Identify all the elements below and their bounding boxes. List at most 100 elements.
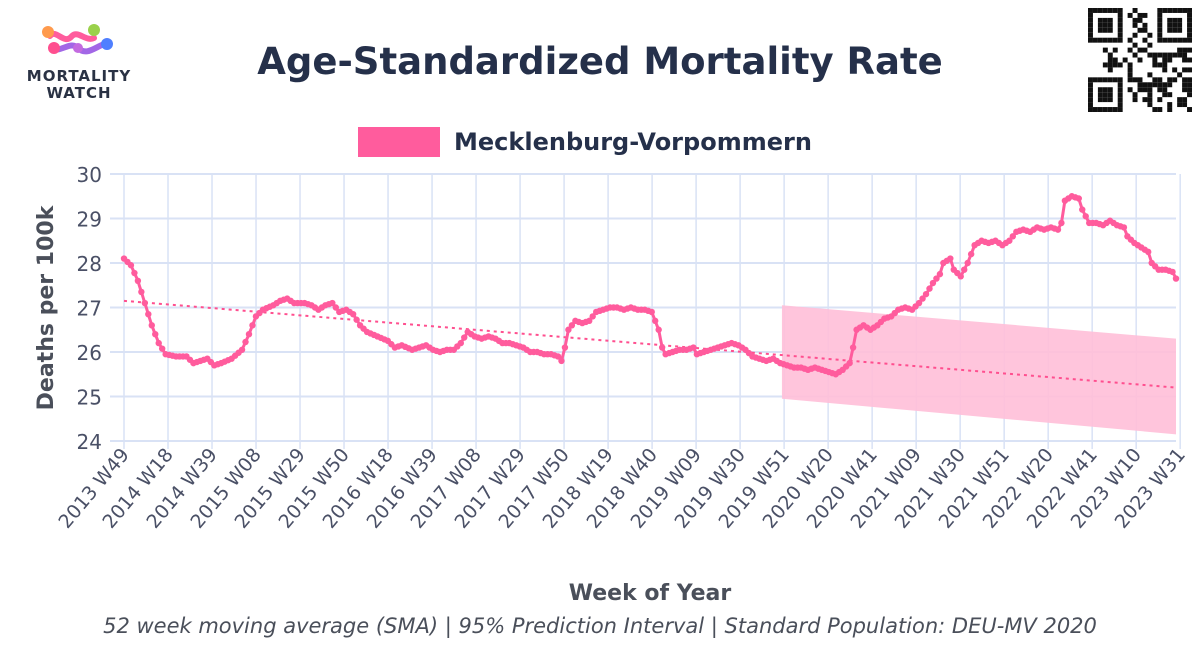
qr-cell xyxy=(1107,87,1113,93)
qr-cell xyxy=(1182,82,1188,88)
qr-cell xyxy=(1182,97,1188,103)
data-point xyxy=(141,299,149,307)
data-point xyxy=(915,299,923,307)
qr-cell xyxy=(1182,57,1188,63)
qr-cell xyxy=(1107,57,1113,63)
qr-cell xyxy=(1187,87,1192,93)
prediction-interval-area xyxy=(781,305,1176,435)
qr-cell xyxy=(1107,27,1113,33)
qr-cell xyxy=(1112,37,1118,43)
data-point xyxy=(558,357,565,365)
qr-cell xyxy=(1102,22,1108,28)
qr-cell xyxy=(1167,37,1173,43)
qr-cell xyxy=(1187,27,1192,33)
qr-cell xyxy=(1167,82,1173,88)
qr-cell xyxy=(1142,12,1148,18)
qr-cell xyxy=(1187,107,1192,112)
data-point xyxy=(961,266,968,273)
qr-cell xyxy=(1187,22,1192,28)
qr-cell xyxy=(1147,87,1153,93)
data-point xyxy=(586,317,593,325)
qr-cell xyxy=(1088,102,1093,108)
qr-cell xyxy=(1097,92,1103,98)
qr-cell xyxy=(1137,17,1143,23)
qr-cell xyxy=(1172,17,1178,23)
qr-cell xyxy=(1112,77,1118,83)
y-tick-label: 27 xyxy=(77,297,102,321)
qr-cell xyxy=(1162,37,1168,43)
qr-cell xyxy=(1107,92,1113,98)
qr-cell xyxy=(1102,27,1108,33)
qr-cell xyxy=(1142,87,1148,93)
y-tick-labels: 24 25 26 27 28 29 30 xyxy=(77,163,102,454)
qr-cell xyxy=(1097,97,1103,103)
qr-cell xyxy=(1097,107,1103,112)
data-point xyxy=(947,255,954,262)
data-point xyxy=(134,277,142,284)
qr-cell xyxy=(1132,8,1138,13)
data-point xyxy=(922,290,930,298)
qr-cell xyxy=(1107,37,1113,43)
data-point xyxy=(457,339,464,347)
qr-cell xyxy=(1167,107,1173,112)
qr-cell xyxy=(1117,37,1123,43)
qr-cell xyxy=(1137,87,1143,93)
qr-cell xyxy=(1132,52,1138,58)
qr-cell xyxy=(1107,52,1113,58)
qr-cell xyxy=(1157,12,1163,18)
qr-cell xyxy=(1147,82,1153,88)
qr-cell xyxy=(1142,47,1148,53)
legend-label: Mecklenburg-Vorpommern xyxy=(454,128,812,156)
data-point xyxy=(249,322,256,329)
qr-cell xyxy=(1102,92,1108,98)
qr-cell xyxy=(1097,22,1103,28)
qr-cell xyxy=(1127,47,1133,53)
data-point xyxy=(242,338,249,346)
qr-cell xyxy=(1172,22,1178,28)
qr-cell xyxy=(1117,17,1123,23)
data-point xyxy=(554,353,562,360)
qr-cell xyxy=(1142,22,1148,28)
qr-cell xyxy=(1182,67,1188,73)
qr-cell xyxy=(1117,62,1123,68)
qr-cell xyxy=(1177,8,1183,13)
qr-cell xyxy=(1092,8,1098,13)
data-point xyxy=(155,339,162,347)
qr-cell xyxy=(1117,77,1123,83)
data-point xyxy=(238,346,246,353)
qr-cell xyxy=(1177,17,1183,23)
data-point xyxy=(353,316,360,323)
qr-cell xyxy=(1088,87,1093,93)
y-tick-label: 30 xyxy=(77,163,102,187)
qr-cell xyxy=(1117,92,1123,98)
data-point xyxy=(967,250,975,258)
data-point xyxy=(1075,195,1082,202)
data-point xyxy=(1172,275,1180,282)
qr-cell xyxy=(1182,77,1188,83)
data-point xyxy=(655,326,662,333)
qr-cell xyxy=(1088,37,1093,43)
qr-cell xyxy=(1147,42,1153,48)
data-point xyxy=(245,331,253,338)
qr-cell xyxy=(1187,32,1192,38)
qr-cell xyxy=(1117,82,1123,88)
qr-cell xyxy=(1107,107,1113,112)
qr-cell xyxy=(1102,8,1108,13)
qr-cell xyxy=(1167,52,1173,58)
qr-cell xyxy=(1088,17,1093,23)
qr-cell xyxy=(1157,22,1163,28)
qr-cell xyxy=(1157,82,1163,88)
qr-cell xyxy=(1177,97,1183,103)
qr-cell xyxy=(1162,67,1168,73)
qr-cell xyxy=(1107,62,1113,68)
qr-cell xyxy=(1167,77,1173,83)
qr-cell xyxy=(1117,97,1123,103)
qr-cell xyxy=(1157,8,1163,13)
qr-cell xyxy=(1177,22,1183,28)
qr-cell xyxy=(1137,82,1143,88)
qr-cell xyxy=(1152,82,1158,88)
data-point xyxy=(648,308,655,316)
qr-cell xyxy=(1107,22,1113,28)
